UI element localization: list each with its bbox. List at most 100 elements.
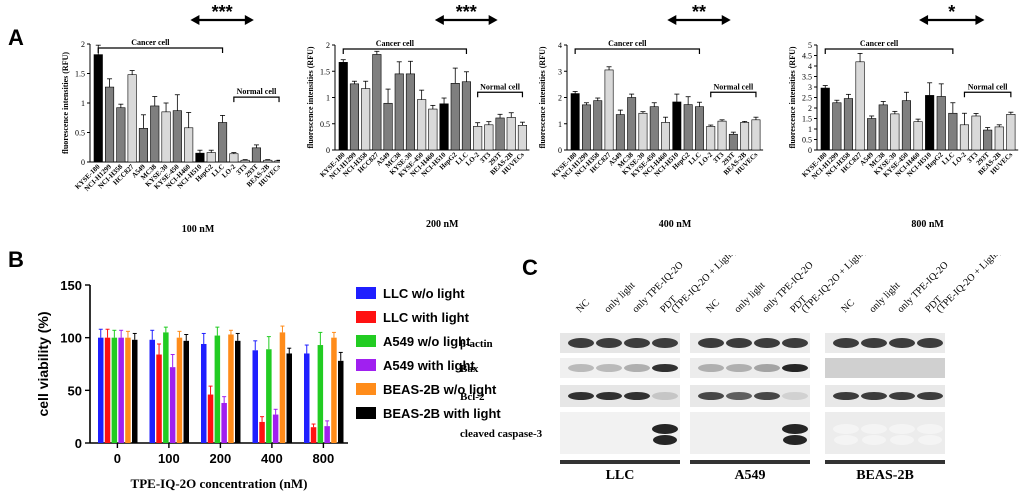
bar	[169, 367, 176, 443]
arrow-head-right	[721, 15, 731, 25]
normal-bracket	[963, 91, 1012, 98]
bar	[286, 353, 292, 443]
y-tick-label: 0.5	[802, 136, 812, 145]
cancer-cell-label: Cancer cell	[376, 39, 415, 48]
legend-label: A549 w/o light	[383, 334, 471, 349]
blot-band	[890, 435, 914, 445]
bar	[925, 95, 935, 151]
bar	[150, 105, 160, 163]
y-tick-label: 4.5	[802, 52, 812, 61]
group-bar	[560, 460, 680, 464]
bar	[183, 340, 189, 443]
bar	[649, 106, 659, 151]
y-tick-label: 1	[81, 99, 85, 108]
bar	[717, 120, 727, 151]
blot-band	[596, 364, 622, 372]
blot-row-label: β-actin	[460, 338, 493, 350]
blot-band	[861, 392, 887, 400]
panel-label-a: A	[8, 25, 24, 50]
blot-band	[596, 392, 622, 400]
blot-band	[568, 338, 594, 348]
bar	[971, 115, 981, 151]
significance-stars: ***	[456, 2, 477, 22]
legend-swatch	[356, 311, 376, 323]
bar	[604, 69, 614, 151]
y-tick-label: 2	[558, 94, 562, 103]
significance-stars: *	[948, 2, 955, 22]
bar	[581, 104, 591, 151]
y-tick-label: 0	[326, 146, 330, 155]
bar	[506, 117, 516, 151]
bar	[324, 426, 330, 443]
blot-row-label: cleaved caspase-3	[460, 428, 543, 440]
bar	[93, 54, 103, 163]
y-tick-label: 1	[326, 94, 330, 103]
blot-band	[754, 364, 780, 372]
bar	[661, 122, 670, 151]
bar	[890, 113, 900, 151]
blot-band	[754, 338, 780, 348]
blot-band	[653, 435, 677, 445]
bar	[683, 104, 693, 151]
bar	[1006, 114, 1016, 151]
y-tick-label: 2	[326, 41, 330, 50]
group-label: BEAS-2B	[856, 468, 914, 483]
bar	[149, 339, 155, 443]
blot-band	[624, 364, 650, 372]
cancer-bracket	[574, 48, 701, 54]
blot-row-label: Bax	[460, 363, 479, 375]
bar	[439, 103, 449, 151]
legend-label: LLC with light	[383, 310, 470, 325]
bar	[125, 337, 131, 443]
cancer-cell-label: Cancer cell	[860, 39, 899, 48]
lane-label: NC	[839, 297, 857, 315]
bar	[118, 337, 124, 443]
y-axis-label: cell viability (%)	[35, 311, 51, 416]
bar	[161, 111, 171, 163]
y-tick-label: 2.5	[802, 94, 812, 103]
bar	[304, 353, 310, 443]
bar	[878, 104, 888, 151]
bar	[473, 126, 483, 151]
group-bar	[825, 460, 945, 464]
legend-swatch	[356, 383, 376, 395]
blot-band	[624, 338, 650, 348]
bar	[138, 128, 148, 163]
y-tick-label: 0	[81, 158, 85, 167]
bar	[218, 122, 228, 163]
legend-swatch	[356, 359, 376, 371]
bar	[959, 124, 969, 151]
cancer-cell-label: Cancer cell	[608, 39, 647, 48]
bar	[740, 122, 750, 151]
legend-swatch	[356, 407, 376, 419]
bar	[252, 350, 258, 443]
blot-band	[889, 338, 915, 348]
bar	[570, 93, 580, 151]
y-tick-label: 0.5	[75, 129, 85, 138]
y-tick-label: 4	[558, 41, 562, 50]
x-axis-label: 200 nM	[426, 219, 459, 230]
arrow-head-right	[488, 15, 498, 25]
normal-cell-label: Normal cell	[237, 87, 278, 96]
blot-band	[568, 392, 594, 400]
y-axis-label: fluorescence intensities (RFU)	[306, 46, 315, 148]
y-tick-label: 0	[558, 146, 562, 155]
blot-band	[917, 392, 943, 400]
bar	[983, 129, 993, 151]
bar	[105, 86, 115, 163]
bar	[317, 345, 324, 443]
y-tick-label: 3	[808, 83, 812, 92]
bar	[855, 61, 865, 151]
bar	[310, 427, 317, 443]
blot-band	[782, 338, 808, 348]
cancer-bracket	[97, 47, 224, 53]
y-tick-label: 3	[558, 67, 562, 76]
cancer-cell-label: Cancer cell	[131, 38, 170, 47]
bar	[450, 83, 460, 151]
normal-bracket	[233, 96, 280, 103]
bar	[867, 118, 877, 151]
bar	[843, 98, 853, 151]
